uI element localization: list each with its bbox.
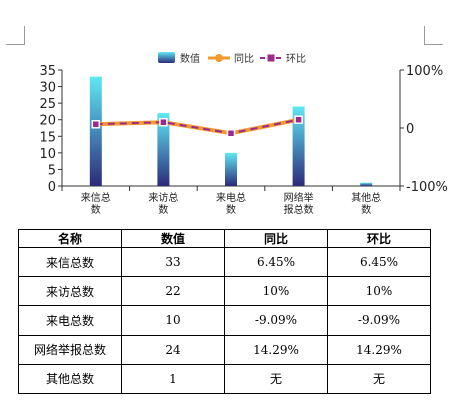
y-left-tick-label: 20 bbox=[39, 114, 56, 129]
cell-name: 网络举报总数 bbox=[18, 334, 122, 365]
cell-value: 33 bbox=[121, 246, 225, 278]
cell-yoy: -9.09% bbox=[224, 305, 328, 336]
mom-point-3 bbox=[294, 115, 303, 124]
cell-name: 其他总数 bbox=[18, 363, 122, 395]
y-left-tick-label: 5 bbox=[48, 163, 56, 178]
table-row: 来电总数 10 -9.09% -9.09% bbox=[18, 305, 431, 336]
cell-mom: 无 bbox=[327, 363, 431, 395]
y-left-tick-label: 10 bbox=[39, 147, 56, 162]
cell-value: 10 bbox=[121, 305, 225, 336]
data-table: 名称 数值 同比 环比 来信总数 33 6.45% 6.45% 来访总数 22 … bbox=[18, 229, 431, 395]
cell-mom: 10% bbox=[327, 276, 431, 307]
mom-point-2 bbox=[226, 129, 236, 138]
cell-yoy: 无 bbox=[224, 363, 328, 395]
bar-0 bbox=[89, 76, 102, 186]
y-left-tick-label: 35 bbox=[39, 64, 56, 79]
y-right-tick-label: 0 bbox=[406, 122, 414, 137]
cell-yoy: 14.29% bbox=[224, 334, 328, 365]
bar-2 bbox=[225, 152, 237, 186]
y-left-tick-label: 0 bbox=[48, 180, 56, 195]
combo-chart: 05101520253035-100%0100%来信总数来访总数来电总数网络举报… bbox=[39, 52, 448, 216]
header-yoy: 同比 bbox=[224, 229, 328, 248]
table-row: 其他总数 1 无 无 bbox=[18, 363, 431, 395]
y-right-tick-label: 100% bbox=[406, 64, 443, 79]
y-right-tick-label: -100% bbox=[406, 180, 448, 195]
x-category-label: 数 bbox=[361, 203, 371, 216]
cell-mom: 6.45% bbox=[327, 246, 431, 278]
bar-3 bbox=[292, 106, 305, 186]
legend-label-yoy: 同比 bbox=[234, 53, 254, 65]
legend-marker-mom bbox=[267, 54, 275, 62]
bar-4 bbox=[360, 182, 373, 186]
page-corner-mark-left bbox=[6, 26, 25, 45]
table-row: 来信总数 33 6.45% 6.45% bbox=[18, 246, 431, 278]
cell-mom: 14.29% bbox=[327, 334, 431, 365]
cell-value: 1 bbox=[121, 363, 225, 395]
x-category-label: 网络举 bbox=[284, 191, 314, 204]
table-header-row: 名称 数值 同比 环比 bbox=[18, 229, 431, 248]
bar-1 bbox=[157, 113, 170, 186]
y-left-tick-label: 30 bbox=[39, 81, 56, 96]
cell-yoy: 10% bbox=[224, 276, 328, 307]
x-category-label: 数 bbox=[226, 203, 236, 216]
table-row: 来访总数 22 10% 10% bbox=[18, 276, 431, 307]
header-name: 名称 bbox=[18, 229, 122, 248]
x-category-label: 数 bbox=[158, 203, 168, 216]
header-mom: 环比 bbox=[327, 229, 431, 248]
legend-label-bar: 数值 bbox=[180, 52, 200, 65]
mom-point-1 bbox=[159, 117, 168, 127]
cell-name: 来访总数 bbox=[18, 276, 122, 307]
x-category-label: 报总数 bbox=[284, 203, 314, 216]
cell-name: 来信总数 bbox=[18, 246, 122, 278]
cell-mom: -9.09% bbox=[327, 305, 431, 336]
legend-swatch-bar bbox=[158, 52, 175, 63]
table-row: 网络举报总数 24 14.29% 14.29% bbox=[18, 334, 431, 365]
mom-point-0 bbox=[91, 120, 101, 129]
x-category-label: 来访总 bbox=[148, 191, 178, 204]
x-category-label: 来电总 bbox=[216, 191, 246, 204]
cell-yoy: 6.45% bbox=[224, 246, 328, 278]
cell-name: 来电总数 bbox=[18, 305, 122, 336]
y-left-tick-label: 25 bbox=[39, 97, 56, 112]
x-category-label: 其他总 bbox=[351, 191, 381, 204]
y-left-tick-label: 15 bbox=[39, 130, 56, 145]
x-category-label: 来信总 bbox=[81, 191, 111, 204]
line-series-mom bbox=[95, 118, 299, 135]
legend-marker-yoy bbox=[215, 54, 223, 62]
cell-value: 22 bbox=[121, 276, 225, 307]
header-value: 数值 bbox=[121, 229, 225, 248]
cell-value: 24 bbox=[121, 334, 225, 365]
legend-label-mom: 环比 bbox=[286, 53, 306, 65]
page-corner-mark-right bbox=[424, 26, 443, 45]
x-category-label: 数 bbox=[91, 203, 101, 216]
